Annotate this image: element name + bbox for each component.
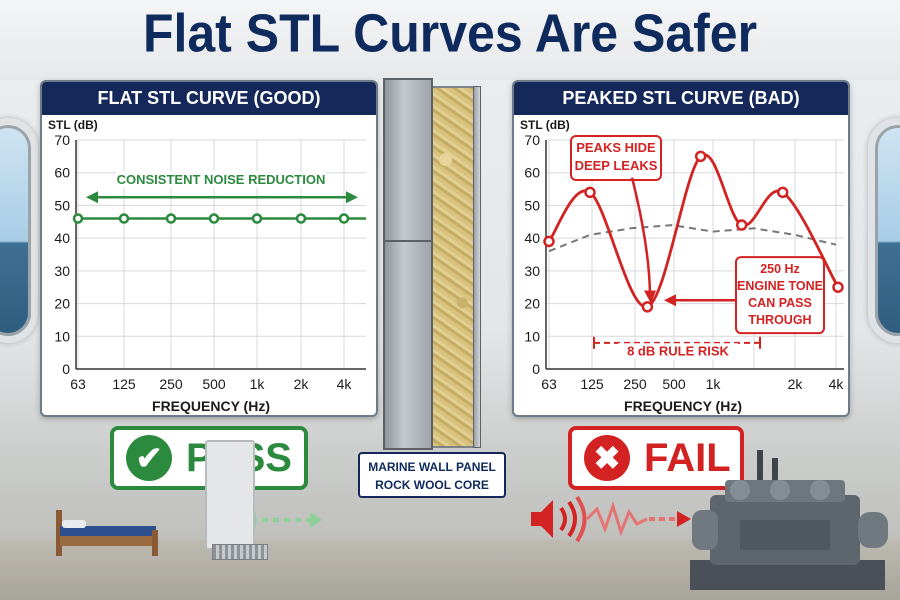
flat-stl-panel-header: FLAT STL CURVE (GOOD): [42, 82, 376, 115]
peaked-stl-panel: PEAKED STL CURVE (BAD) 0 10 20 30 40 50 60 70 ST…: [512, 80, 850, 417]
peaked-series-point: [543, 235, 555, 248]
peaked-series-point: [832, 281, 844, 293]
callout-engine-line: THROUGH: [748, 313, 811, 327]
reference-dashed-line: [548, 224, 837, 253]
x-axis-label: FREQUENCY (Hz): [152, 398, 270, 414]
callout-peaks-box: [570, 135, 662, 181]
main-title: Flat STL Curves Are Safer: [142, 2, 758, 64]
flat-series-point: [72, 213, 84, 224]
porthole-window-right: [868, 118, 900, 343]
flat-series-point: [208, 213, 220, 224]
flat-series-point: [165, 213, 177, 224]
peaked-stl-panel-header: PEAKED STL CURVE (BAD): [514, 82, 848, 115]
y-tick-label: 20: [524, 296, 540, 312]
bed-illustration: [56, 510, 158, 556]
steel-sheet: [383, 78, 433, 450]
y-tick-label: 0: [62, 361, 70, 377]
x-tick-label: 250: [623, 376, 647, 392]
peaked-series-point: [735, 219, 748, 231]
wall-panel-illustration: [383, 78, 481, 450]
peaked-series-point: [584, 186, 596, 199]
fail-badge: ✖ FAIL: [568, 426, 744, 490]
y-tick-label: 50: [524, 197, 540, 213]
callout-engine-line: CAN PASS: [748, 296, 812, 310]
fail-label: FAIL: [644, 435, 731, 480]
y-tick-label: 60: [524, 165, 540, 181]
x-tick-label: 1k: [250, 376, 266, 392]
panel-edge: [473, 86, 481, 448]
wall-panel-label: MARINE WALL PANEL ROCK WOOL CORE: [358, 452, 506, 498]
annotation-bg: [116, 171, 326, 189]
x-tick-label: 125: [580, 376, 604, 392]
y-axis-label: STL (dB): [520, 118, 570, 132]
peaked-series-point: [694, 150, 707, 163]
callout-engine-arrowhead: [664, 294, 676, 307]
callout-engine-box: [735, 256, 825, 335]
flat-series-point: [251, 213, 263, 224]
loud-sound-icon: [531, 495, 691, 543]
callout-engine-line: ENGINE TONE: [737, 279, 823, 293]
wall-label-line2: ROCK WOOL CORE: [375, 478, 489, 492]
flat-series-point: [118, 213, 130, 224]
y-tick-label: 30: [54, 263, 70, 279]
cabin-door: [205, 440, 255, 550]
y-tick-label: 10: [524, 328, 540, 344]
wall-label-line1: MARINE WALL PANEL: [368, 460, 496, 474]
y-tick-label: 20: [54, 296, 70, 312]
callout-peaks-line1: PEAKS HIDE: [576, 140, 656, 155]
room-ceiling: [0, 0, 900, 80]
x-tick-label: 500: [202, 376, 226, 392]
y-tick-label: 70: [54, 132, 70, 148]
rule-risk-label: 8 dB RULE RISK: [627, 343, 729, 358]
x-tick-label: 500: [662, 376, 686, 392]
callout-peaks-arrowhead: [644, 290, 656, 304]
x-tick-label: 125: [112, 376, 136, 392]
y-tick-label: 10: [54, 328, 70, 344]
x-tick-label: 4k: [829, 376, 845, 392]
y-tick-label: 40: [524, 230, 540, 246]
y-tick-label: 0: [532, 361, 540, 377]
peaked-series-point: [641, 301, 654, 313]
callout-peaks-arrow: [630, 177, 652, 294]
wall-vent: [212, 544, 268, 560]
porthole-window-left: [0, 118, 38, 343]
y-tick-label: 60: [54, 165, 70, 181]
y-tick-label: 70: [524, 132, 540, 148]
x-tick-label: 2k: [294, 376, 310, 392]
x-tick-label: 1k: [706, 376, 722, 392]
y-tick-label: 40: [54, 230, 70, 246]
callout-peaks-line2: DEEP LEAKS: [575, 158, 658, 173]
engine-illustration: [690, 450, 888, 590]
check-icon: ✔: [126, 435, 172, 481]
callout-engine-line: 250 Hz: [760, 262, 800, 276]
y-axis-label: STL (dB): [48, 118, 98, 132]
y-tick-label: 30: [524, 263, 540, 279]
y-tick-label: 50: [54, 197, 70, 213]
rule-risk-label-bg: [618, 343, 738, 360]
arrowhead-right: [346, 191, 358, 204]
flat-series-point: [295, 213, 307, 224]
rock-wool-core: [433, 86, 475, 448]
x-tick-label: 63: [541, 376, 557, 392]
x-tick-label: 63: [70, 376, 86, 392]
x-icon: ✖: [584, 435, 630, 481]
annotation-consistent: CONSISTENT NOISE REDUCTION: [117, 172, 326, 187]
arrowhead-left: [86, 191, 98, 204]
x-tick-label: 2k: [788, 376, 804, 392]
x-axis-label: FREQUENCY (Hz): [624, 398, 742, 414]
x-tick-label: 4k: [337, 376, 353, 392]
flat-stl-panel: FLAT STL CURVE (GOOD) 0 10 20 30 40 50 60 70 STL…: [40, 80, 378, 417]
flat-series-point: [338, 213, 350, 224]
peaked-series-point: [776, 186, 789, 199]
x-tick-label: 250: [159, 376, 183, 392]
